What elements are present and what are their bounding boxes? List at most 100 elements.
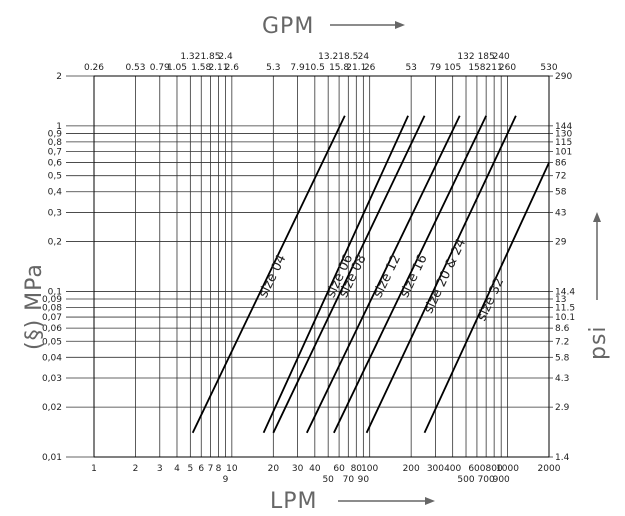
left-tick-label: 0,02 — [42, 403, 62, 413]
left-tick-label: 0,9 — [48, 129, 63, 139]
top-tick-label: 240 — [493, 52, 510, 62]
top-tick-label: 0.79 — [150, 63, 170, 73]
left-tick-label: 0,6 — [48, 159, 63, 169]
bottom-tick-label: 40 — [309, 464, 321, 474]
series-line — [272, 115, 426, 434]
top-tick-label: 26 — [364, 63, 376, 73]
bottom-tick-label: 9 — [223, 475, 229, 485]
top-axis-title: GPM — [262, 14, 314, 39]
bottom-tick-label: 30 — [292, 464, 304, 474]
left-tick-label: 0,06 — [42, 324, 62, 334]
right-tick-label: 10.1 — [555, 313, 575, 323]
right-tick-label: 2.9 — [555, 403, 570, 413]
series-label: size 04 — [256, 252, 289, 300]
top-tick-label: 15.8 — [329, 63, 349, 73]
left-tick-label: 0,05 — [42, 337, 62, 347]
plot-border — [93, 75, 550, 458]
bottom-tick-label: 900 — [493, 475, 510, 485]
top-tick-label: 260 — [499, 63, 516, 73]
right-tick-label: 130 — [555, 129, 572, 139]
left-tick-label: 0,8 — [48, 138, 63, 148]
top-tick-label: 2.6 — [225, 63, 240, 73]
bottom-tick-label: 200 — [403, 464, 420, 474]
right-tick-label: 8.6 — [555, 324, 570, 334]
bottom-tick-label: 300 — [427, 464, 444, 474]
left-tick-label: 0,07 — [42, 313, 62, 323]
grid — [93, 75, 550, 458]
left-tick-label: 2 — [56, 72, 62, 82]
series-line — [191, 115, 346, 434]
series-label: size 20 & 24 — [421, 236, 469, 316]
bottom-tick-label: 2000 — [538, 464, 561, 474]
right-tick-label: 101 — [555, 147, 572, 157]
bottom-tick-label: 90 — [358, 475, 370, 485]
right-tick-label: 7.2 — [555, 337, 569, 347]
bottom-tick-label: 70 — [343, 475, 355, 485]
top-tick-label: 0.26 — [84, 63, 104, 73]
top-tick-label: 21.1 — [346, 63, 366, 73]
series-line — [423, 162, 550, 434]
right-tick-label: 43 — [555, 208, 566, 218]
left-tick-label: 0,4 — [48, 188, 63, 198]
right-tick-label: 1.4 — [555, 453, 570, 463]
bottom-tick-label: 8 — [216, 464, 222, 474]
right-tick-label: 14.4 — [555, 287, 575, 297]
top-tick-label: 18.5 — [338, 52, 358, 62]
bottom-axis-title: LPM — [270, 489, 318, 514]
left-tick-label: 0,03 — [42, 374, 62, 384]
top-tick-label: 105 — [444, 63, 461, 73]
series-line — [262, 115, 409, 434]
bottom-tick-label: 5 — [187, 464, 193, 474]
top-tick-label: 7.9 — [290, 63, 305, 73]
left-tick-label: 0,08 — [42, 303, 62, 313]
bottom-tick-label: 60 — [333, 464, 345, 474]
bottom-tick-label: 3 — [157, 464, 163, 474]
top-tick-label: 1.32 — [180, 52, 200, 62]
bottom-tick-label: 50 — [322, 475, 334, 485]
bottom-tick-label: 20 — [268, 464, 280, 474]
top-tick-label: 24 — [358, 52, 370, 62]
top-tick-label: 2.4 — [218, 52, 233, 62]
series-lines — [191, 115, 550, 434]
bottom-tick-label: 1 — [91, 464, 97, 474]
right-tick-label: 290 — [555, 72, 572, 82]
right-tick-label: 4.3 — [555, 374, 569, 384]
right-tick-label: 11.5 — [555, 303, 575, 313]
right-axis-title: psi — [586, 325, 611, 360]
bottom-tick-label: 2 — [133, 464, 139, 474]
top-tick-label: 79 — [430, 63, 442, 73]
top-tick-label: 211 — [486, 63, 503, 73]
bottom-tick-label: 80 — [351, 464, 363, 474]
top-tick-label: 132 — [457, 52, 474, 62]
bottom-tick-label: 6 — [198, 464, 204, 474]
bottom-tick-label: 100 — [361, 464, 378, 474]
bottom-tick-label: 1000 — [496, 464, 519, 474]
top-tick-label: 0.53 — [125, 63, 145, 73]
left-tick-label: 0,7 — [48, 147, 62, 157]
left-tick-label: 0,1 — [48, 287, 62, 297]
bottom-tick-label: 800 — [486, 464, 503, 474]
top-tick-label: 13.2 — [318, 52, 338, 62]
bottom-tick-label: 600 — [468, 464, 485, 474]
top-tick-label: 158 — [468, 63, 485, 73]
bottom-tick-label: 4 — [174, 464, 180, 474]
right-tick-label: 115 — [555, 138, 572, 148]
top-axis-arrow — [330, 21, 405, 29]
top-tick-label: 185 — [478, 52, 495, 62]
top-tick-label: 1.58 — [191, 63, 211, 73]
bottom-axis-arrow — [338, 497, 435, 505]
top-tick-label: 53 — [405, 63, 416, 73]
bottom-tick-label: 400 — [444, 464, 461, 474]
bottom-tick-label: 500 — [457, 475, 474, 485]
right-tick-label: 72 — [555, 172, 566, 182]
bottom-tick-label: 7 — [208, 464, 214, 474]
left-tick-label: 0,04 — [42, 353, 62, 363]
left-axis-title: (§) MPa — [22, 263, 47, 350]
left-tick-label: 0,5 — [48, 172, 62, 182]
left-tick-label: 0,3 — [48, 208, 62, 218]
left-tick-label: 0,01 — [42, 453, 62, 463]
top-tick-label: 1.05 — [167, 63, 187, 73]
top-tick-label: 2.11 — [208, 63, 228, 73]
